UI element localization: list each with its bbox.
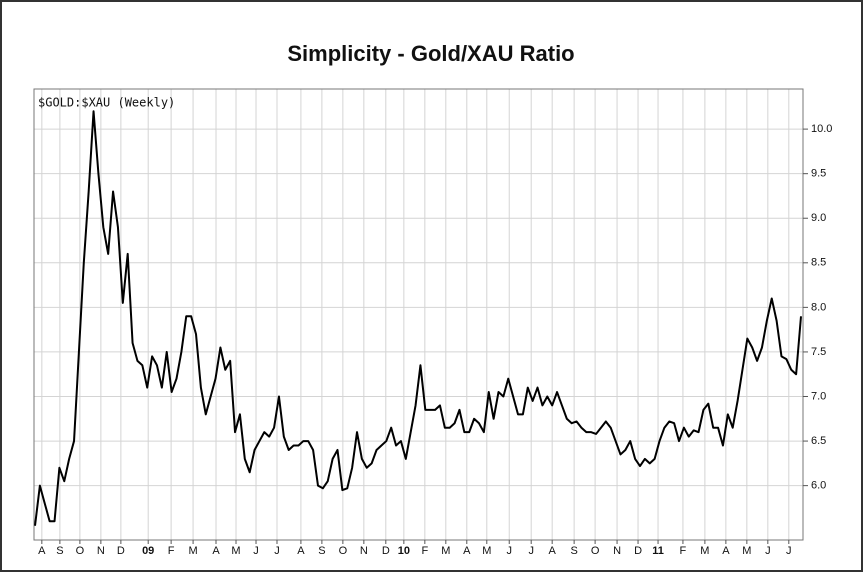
x-tick-label: O — [591, 545, 600, 557]
x-tick-label: O — [76, 545, 85, 557]
x-tick-label: F — [168, 545, 175, 557]
y-tick-label: 9.0 — [811, 212, 826, 224]
x-tick-label: S — [570, 545, 577, 557]
series-line — [34, 110, 802, 526]
grid — [34, 89, 803, 540]
x-tick-label: M — [188, 545, 197, 557]
x-tick-label: F — [421, 545, 428, 557]
y-tick-label: 7.5 — [811, 346, 826, 358]
x-tick-label: D — [117, 545, 125, 557]
x-tick-label: J — [274, 545, 280, 557]
x-tick-label: J — [506, 545, 512, 557]
x-tick-label: 11 — [652, 545, 664, 557]
x-tick-label: D — [634, 545, 642, 557]
y-tick-label: 8.0 — [811, 301, 826, 313]
x-tick-label: N — [360, 545, 368, 557]
y-tick-label: 6.5 — [811, 435, 826, 447]
x-tick-label: A — [549, 545, 557, 557]
y-tick-label: 7.0 — [811, 390, 826, 402]
x-tick-label: J — [765, 545, 771, 557]
x-tick-label: A — [38, 545, 46, 557]
x-tick-label: D — [382, 545, 390, 557]
x-tick-label: N — [613, 545, 621, 557]
x-tick-label: F — [680, 545, 687, 557]
x-tick-label: A — [722, 545, 730, 557]
x-tick-label: A — [297, 545, 305, 557]
chart-title: Simplicity - Gold/XAU Ratio — [287, 41, 574, 66]
y-tick-label: 8.5 — [811, 257, 826, 269]
x-tick-label: M — [231, 545, 240, 557]
y-tick-label: 6.0 — [811, 480, 826, 492]
plot-frame — [33, 88, 804, 541]
x-tick-label: 10 — [398, 545, 410, 557]
x-tick-label: M — [441, 545, 450, 557]
x-tick-label: A — [463, 545, 471, 557]
x-tick-label: M — [700, 545, 709, 557]
x-tick-label: S — [56, 545, 63, 557]
x-tick-label: N — [97, 545, 105, 557]
x-tick-label: M — [482, 545, 491, 557]
x-tick-label: S — [318, 545, 325, 557]
y-tick-label: 10.0 — [811, 123, 832, 135]
x-tick-label: 09 — [142, 545, 154, 557]
x-tick-label: M — [742, 545, 751, 557]
x-tick-label: J — [786, 545, 792, 557]
chart-label: $GOLD:$XAU (Weekly) — [38, 96, 175, 110]
x-tick-label: A — [212, 545, 220, 557]
y-tick-label: 9.5 — [811, 168, 826, 180]
x-tick-label: J — [253, 545, 259, 557]
x-tick-label: O — [339, 545, 348, 557]
x-tick-label: J — [528, 545, 534, 557]
